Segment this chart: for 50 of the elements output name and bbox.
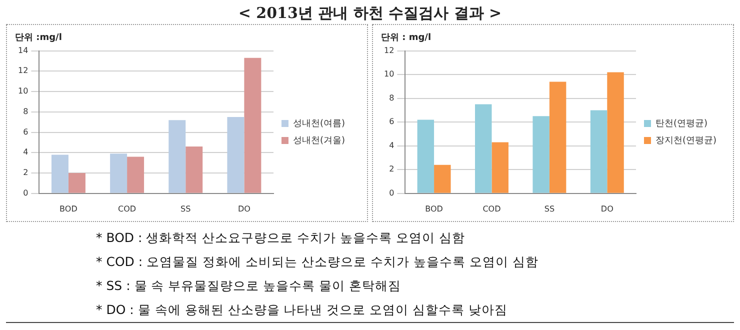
x-tick-label: DO bbox=[238, 204, 250, 214]
x-tick-label: DO bbox=[600, 204, 614, 214]
y-tick-label: 2 bbox=[23, 168, 28, 178]
x-tick-label: COD bbox=[118, 204, 136, 214]
y-axis-title: 단위 :mg/l bbox=[15, 32, 63, 43]
bar bbox=[68, 173, 86, 193]
text: < 2013년 관내 하천 수질검사 결과 > bbox=[237, 3, 503, 24]
y-tick-label: 12 bbox=[18, 66, 28, 76]
y-tick-label: 6 bbox=[389, 117, 394, 126]
y-tick-label: 4 bbox=[389, 140, 394, 150]
y-tick-label: 8 bbox=[23, 106, 28, 116]
x-tick-label: COD bbox=[482, 204, 501, 214]
y-tick-label: 4 bbox=[23, 148, 28, 157]
y-tick-label: 8 bbox=[389, 93, 394, 102]
bar bbox=[127, 156, 144, 193]
x-tick-label: BOD bbox=[425, 204, 443, 214]
bar bbox=[549, 82, 566, 193]
bar bbox=[475, 104, 492, 193]
bar bbox=[227, 117, 244, 193]
y-tick-label: 0 bbox=[23, 188, 28, 198]
text: * SS : 물 속 부유물질량으로 높을수록 물이 혼탁해짐 bbox=[96, 277, 402, 295]
bar bbox=[434, 164, 451, 193]
y-tick-label: 0 bbox=[389, 188, 394, 198]
y-tick-label: 14 bbox=[18, 46, 28, 55]
bar bbox=[244, 58, 262, 193]
y-axis-title: 단위 : mg/l bbox=[381, 32, 432, 43]
bar bbox=[607, 72, 624, 193]
bar bbox=[532, 116, 550, 193]
bar bbox=[417, 120, 434, 193]
legend-label: 성내천(여름) bbox=[292, 118, 346, 129]
bar bbox=[51, 154, 68, 193]
legend-label: 장지천(연평균) bbox=[656, 136, 717, 146]
y-tick-label: 12 bbox=[384, 46, 394, 55]
x-tick-label: SS bbox=[544, 204, 555, 214]
y-tick-label: 10 bbox=[384, 70, 394, 79]
bar bbox=[492, 142, 508, 193]
x-tick-label: SS bbox=[180, 204, 191, 214]
y-tick-label: 2 bbox=[389, 164, 394, 174]
text: * BOD : 생화학적 산소요구량으로 수치가 높을수록 오염이 심함 bbox=[96, 229, 466, 247]
legend-label: 탄천(연평균) bbox=[656, 118, 708, 129]
bar bbox=[110, 154, 128, 193]
y-tick-label: 6 bbox=[23, 127, 28, 136]
bar bbox=[590, 110, 608, 193]
legend-label: 성내천(겨울) bbox=[292, 136, 346, 146]
y-tick-label: 10 bbox=[18, 86, 28, 96]
text: * DO : 물 속에 용해된 산소량을 나타낸 것으로 오염이 심할수록 낮아짐 bbox=[96, 301, 509, 319]
bar bbox=[168, 120, 186, 193]
bar bbox=[186, 146, 203, 193]
text: * COD : 오염물질 정화에 소비되는 산소량으로 수치가 높을수록 오염이 심함 bbox=[96, 253, 540, 271]
x-tick-label: BOD bbox=[60, 204, 78, 214]
